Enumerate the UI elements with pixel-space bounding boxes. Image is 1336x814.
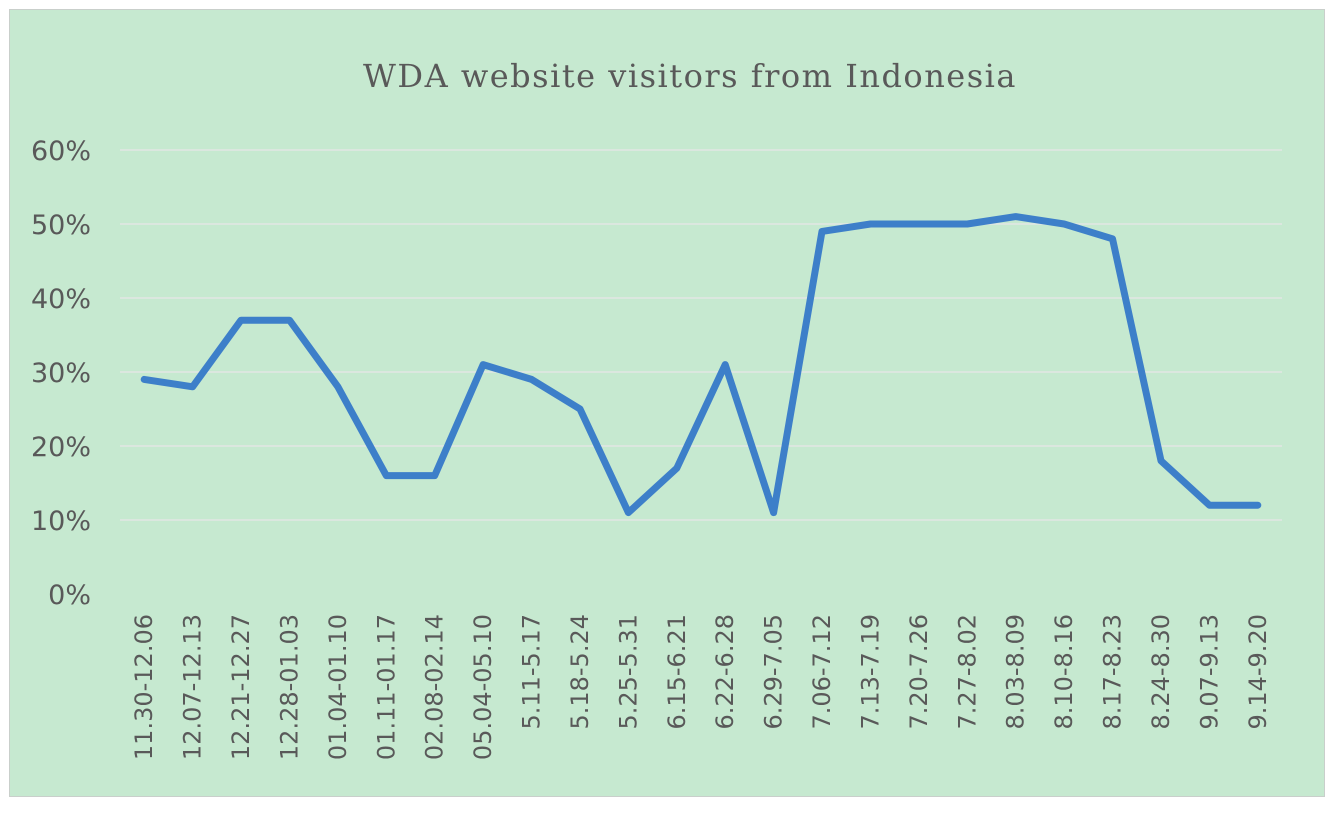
x-tick-label: 02.08-02.14 [421,614,449,760]
gridlines [120,149,1282,521]
plot-series [140,213,1262,517]
x-axis-tick-labels: 11.30-12.06 12.07-12.13 12.21-12.27 12.28-0… [130,614,1272,760]
x-tick-label: 9.14-9.20 [1244,614,1272,730]
chart-area [9,9,1325,797]
series-line [140,213,1262,517]
x-tick-label: 6.29-7.05 [760,614,788,730]
y-tick-label: 20% [31,432,91,463]
chart-title: WDA website visitors from Indonesia [363,57,1017,95]
y-axis-tick-labels: 0% 10% 20% 30% 40% 50% 60% [31,136,91,611]
x-tick-label: 8.24-8.30 [1147,614,1175,730]
x-tick-label: 12.28-01.03 [275,614,303,760]
y-tick-label: 30% [31,358,91,389]
x-tick-label: 12.21-12.27 [227,614,255,760]
x-tick-label: 6.15-6.21 [663,614,691,730]
x-tick-label: 01.11-01.17 [372,614,400,760]
y-tick-label: 60% [31,136,91,167]
x-tick-label: 7.27-8.02 [953,614,981,730]
y-tick-label: 50% [31,210,91,241]
x-tick-label: 7.06-7.12 [808,614,836,730]
x-tick-label: 05.04-05.10 [469,614,497,760]
x-tick-label: 5.11-5.17 [518,614,546,730]
x-tick-label: 12.07-12.13 [179,614,207,760]
y-tick-label: 10% [31,506,91,537]
x-tick-label: 01.04-01.10 [324,614,352,760]
x-tick-label: 9.07-9.13 [1195,614,1223,730]
x-tick-label: 8.03-8.09 [1002,614,1030,730]
x-tick-label: 5.18-5.24 [566,614,594,730]
x-tick-label: 8.10-8.16 [1050,614,1078,730]
x-tick-label: 7.20-7.26 [905,614,933,730]
x-tick-label: 8.17-8.23 [1099,614,1127,730]
y-tick-label: 0% [48,580,91,611]
x-tick-label: 11.30-12.06 [130,614,158,760]
x-tick-label: 7.13-7.19 [856,614,884,730]
x-tick-label: 5.25-5.31 [614,614,642,730]
x-tick-label: 6.22-6.28 [711,614,739,730]
y-tick-label: 40% [31,284,91,315]
